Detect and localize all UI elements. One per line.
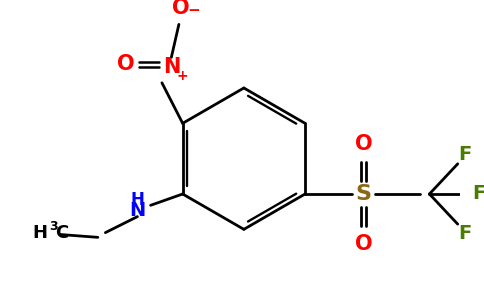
Text: O: O <box>117 54 135 74</box>
Text: F: F <box>459 145 472 164</box>
Text: +: + <box>177 69 188 83</box>
Text: H: H <box>131 190 144 208</box>
Text: H: H <box>32 224 47 242</box>
Text: S: S <box>355 184 372 204</box>
Text: N: N <box>163 57 180 77</box>
Text: O: O <box>355 134 372 154</box>
Text: O: O <box>172 0 190 18</box>
Text: O: O <box>355 234 372 254</box>
Text: F: F <box>459 224 472 243</box>
Text: F: F <box>472 184 484 203</box>
Text: C: C <box>56 224 69 242</box>
Text: −: − <box>188 3 200 18</box>
Text: N: N <box>129 202 146 220</box>
Text: 3: 3 <box>49 220 58 233</box>
